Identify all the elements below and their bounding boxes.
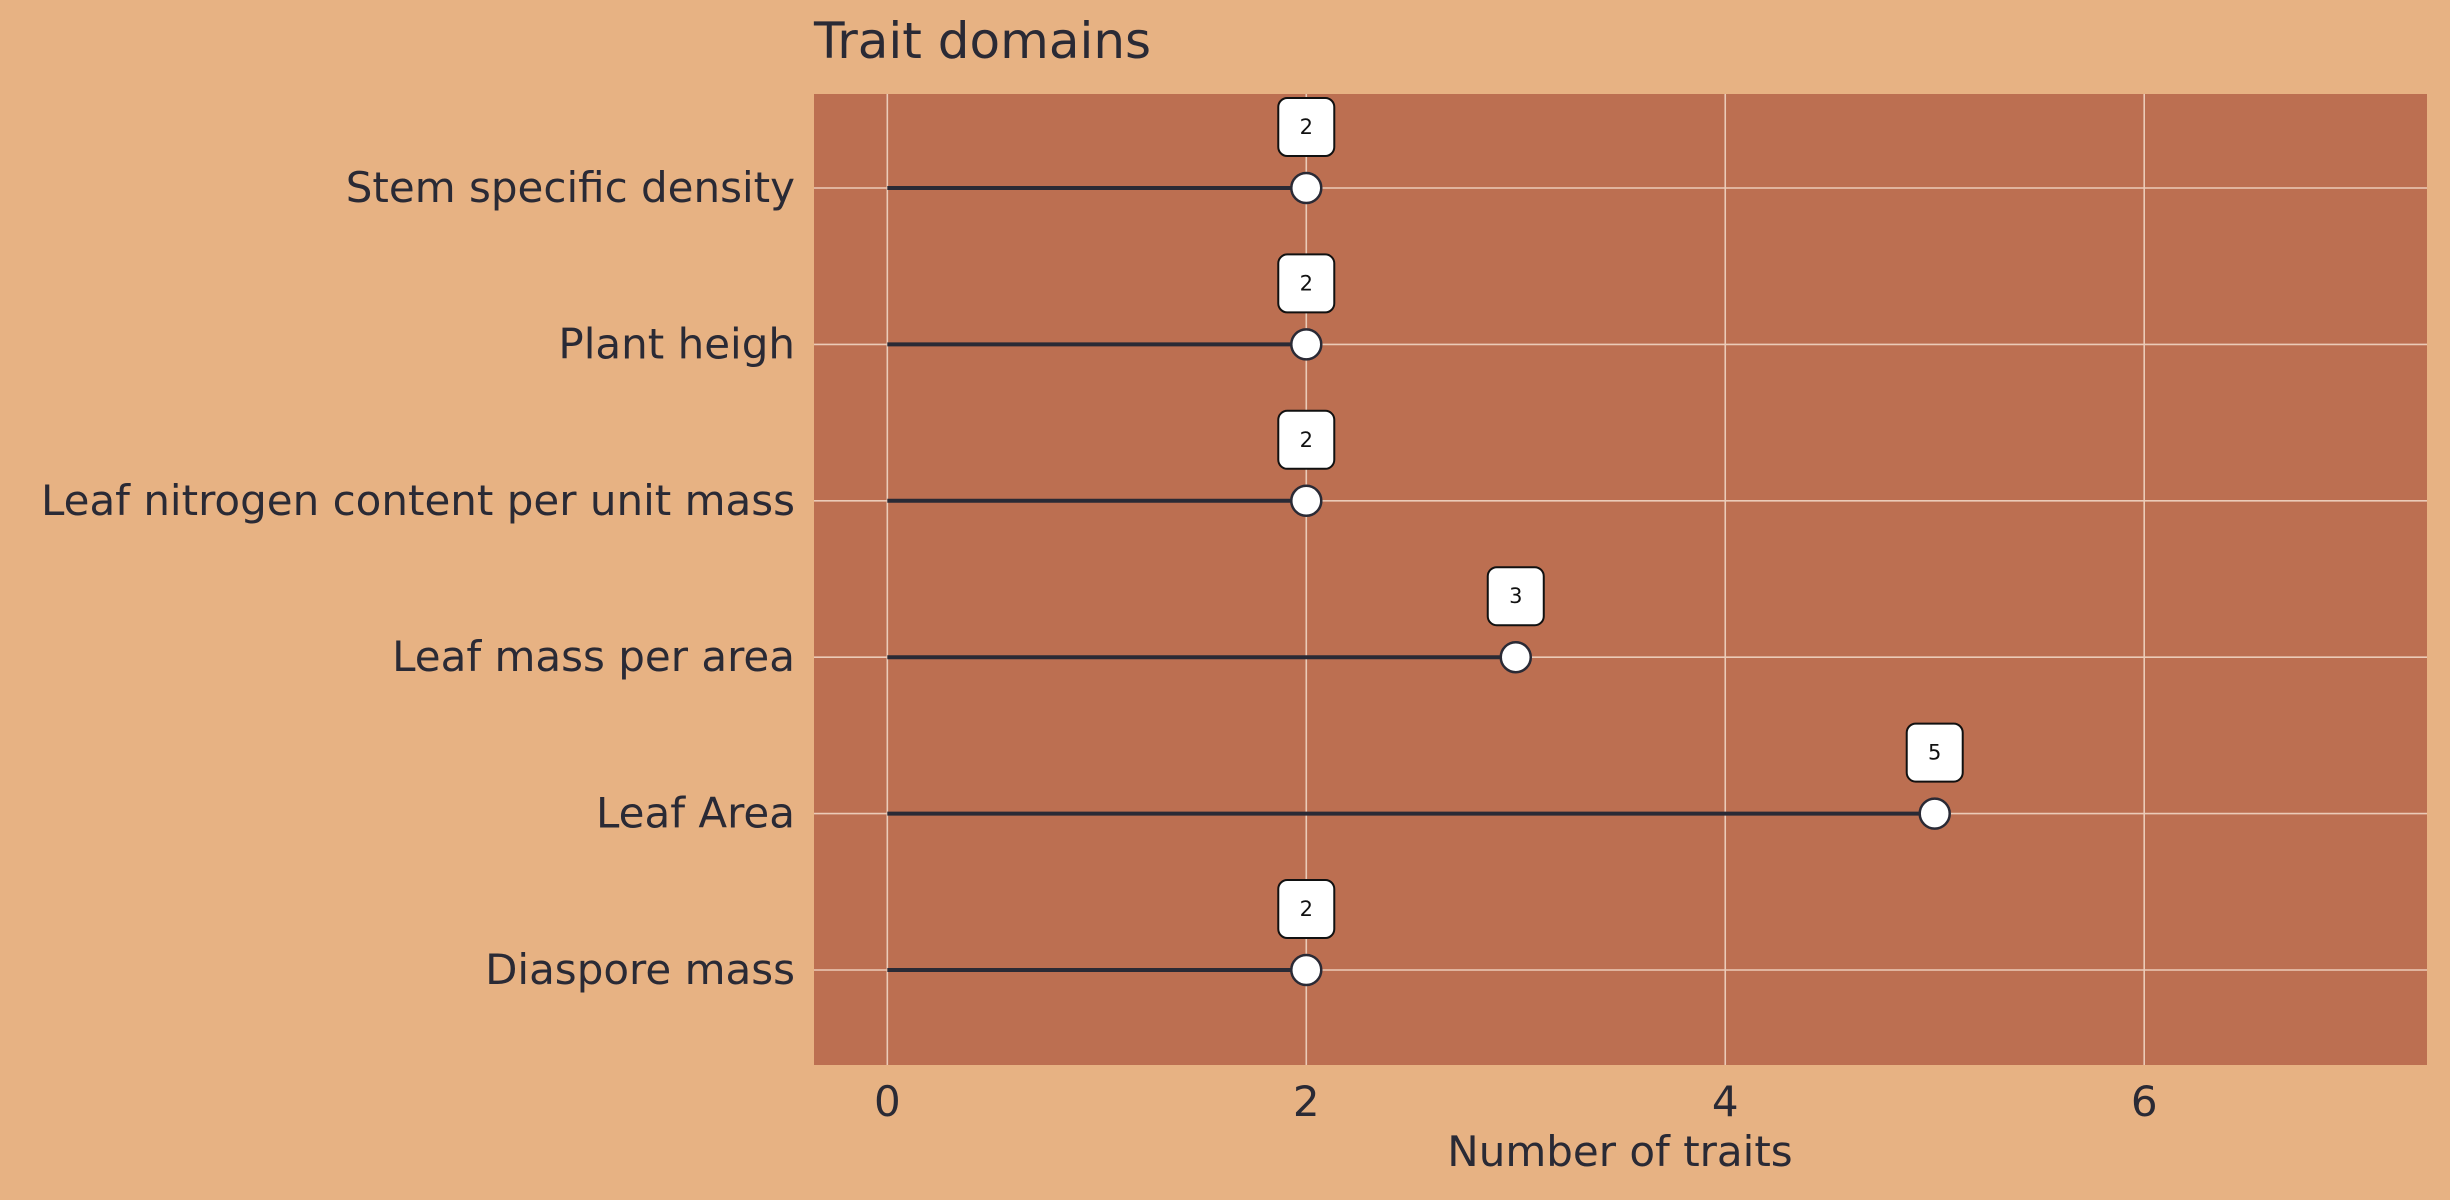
- x-tick-label: 4: [1712, 1077, 1739, 1126]
- chart-title: Trait domains: [813, 12, 1151, 70]
- category-label: Diaspore mass: [485, 945, 795, 994]
- axis-labels: 0 2 4 6 Stem specific density Plant heigh Leaf…: [41, 163, 2158, 1126]
- category-label: Stem specific density: [346, 163, 795, 212]
- value-label: 2: [1300, 115, 1313, 139]
- lollipop-marker: [1918, 797, 1951, 830]
- plot-background: [814, 94, 2427, 1065]
- lollipop-marker: [1290, 328, 1323, 361]
- x-tick-label: 0: [874, 1077, 901, 1126]
- value-label-box: [1277, 879, 1336, 939]
- value-label: 2: [1300, 428, 1313, 452]
- value-label-box: [1905, 722, 1964, 783]
- value-label: 3: [1509, 584, 1522, 608]
- x-axis-title: Number of traits: [1447, 1127, 1792, 1176]
- x-tick-label: 2: [1293, 1077, 1320, 1126]
- lollipop-marker: [1290, 484, 1323, 518]
- lollipop-marker: [1290, 171, 1323, 205]
- value-label-box: [1277, 409, 1336, 470]
- category-label: Leaf Area: [596, 789, 795, 838]
- value-label-box: [1486, 566, 1545, 627]
- category-label: Leaf mass per area: [392, 632, 795, 681]
- value-label-box: [1277, 97, 1336, 157]
- data-marks: 2 2 2 3 5 2: [887, 97, 1964, 987]
- x-tick-label: 6: [2131, 1077, 2158, 1126]
- value-label-box: [1277, 253, 1336, 314]
- lollipop-marker: [1499, 640, 1533, 674]
- lollipop-marker: [1290, 953, 1323, 987]
- value-label: 5: [1928, 741, 1941, 765]
- category-label: Plant heigh: [558, 319, 795, 368]
- category-label: Leaf nitrogen content per unit mass: [41, 476, 795, 525]
- value-label: 2: [1300, 897, 1313, 921]
- value-label: 2: [1300, 271, 1313, 295]
